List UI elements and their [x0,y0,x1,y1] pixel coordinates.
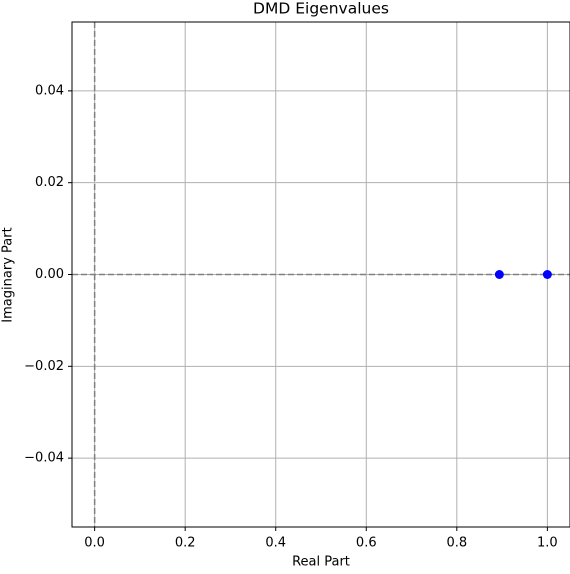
x-tick-label: 0.2 [175,536,196,551]
y-tick-label: 0.02 [35,175,64,190]
x-tick-label: 1.0 [537,536,558,551]
y-tick-label: −0.02 [24,359,64,374]
plot-frame [71,21,570,528]
point [494,270,504,279]
y-axis-label: Imaginary Part [1,227,16,322]
x-tick-label: 0.0 [84,536,105,551]
x-tick-label: 0.6 [356,536,377,551]
x-axis-label: Real Part [292,555,350,570]
chart-title: DMD Eigenvalues [253,0,389,18]
y-tick-label: 0.00 [35,267,64,282]
y-tick-label: 0.04 [35,83,64,98]
x-tick-label: 0.8 [446,536,467,551]
x-tick-label: 0.4 [265,536,286,551]
y-tick-label: −0.04 [24,451,64,466]
point [542,270,552,279]
